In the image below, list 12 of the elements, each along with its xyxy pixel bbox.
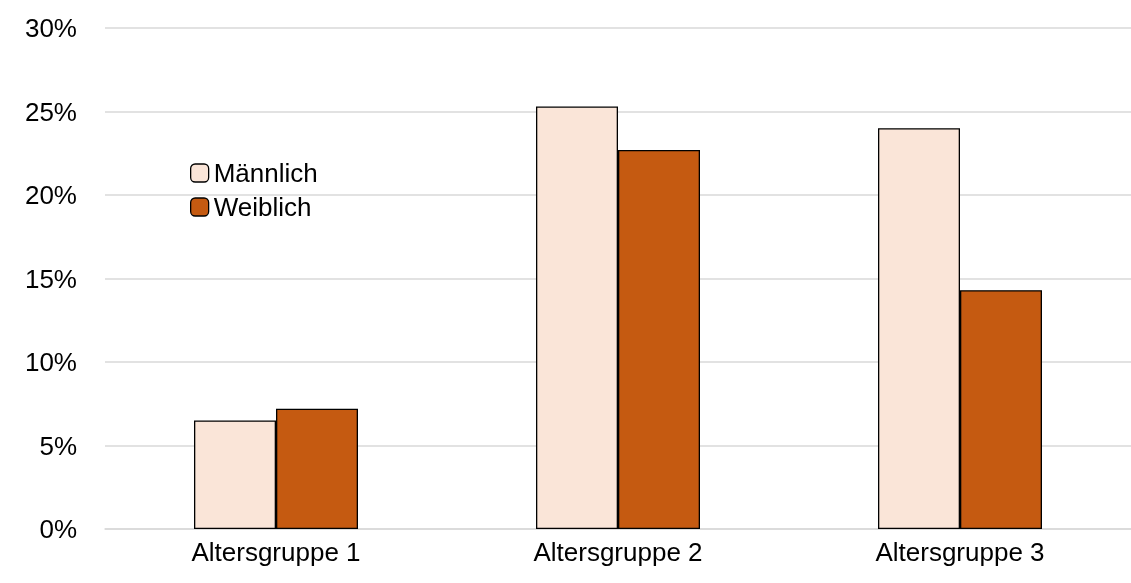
- legend-label: Weiblich: [213, 192, 312, 222]
- x-tick-label: Altersgruppe 3: [875, 537, 1045, 567]
- y-tick-label: 25%: [24, 96, 77, 127]
- x-tick-label: Altersgruppe 1: [191, 537, 361, 567]
- y-tick-label: 15%: [24, 263, 77, 294]
- y-tick-label: 30%: [24, 13, 77, 43]
- y-tick-label: 10%: [24, 347, 77, 377]
- y-tick-label: 0%: [39, 514, 77, 544]
- x-tick-label: Altersgruppe 2: [533, 537, 703, 567]
- y-tick-label: 20%: [24, 180, 77, 210]
- legend-label: Männlich: [213, 158, 318, 188]
- y-tick-label: 5%: [39, 430, 77, 461]
